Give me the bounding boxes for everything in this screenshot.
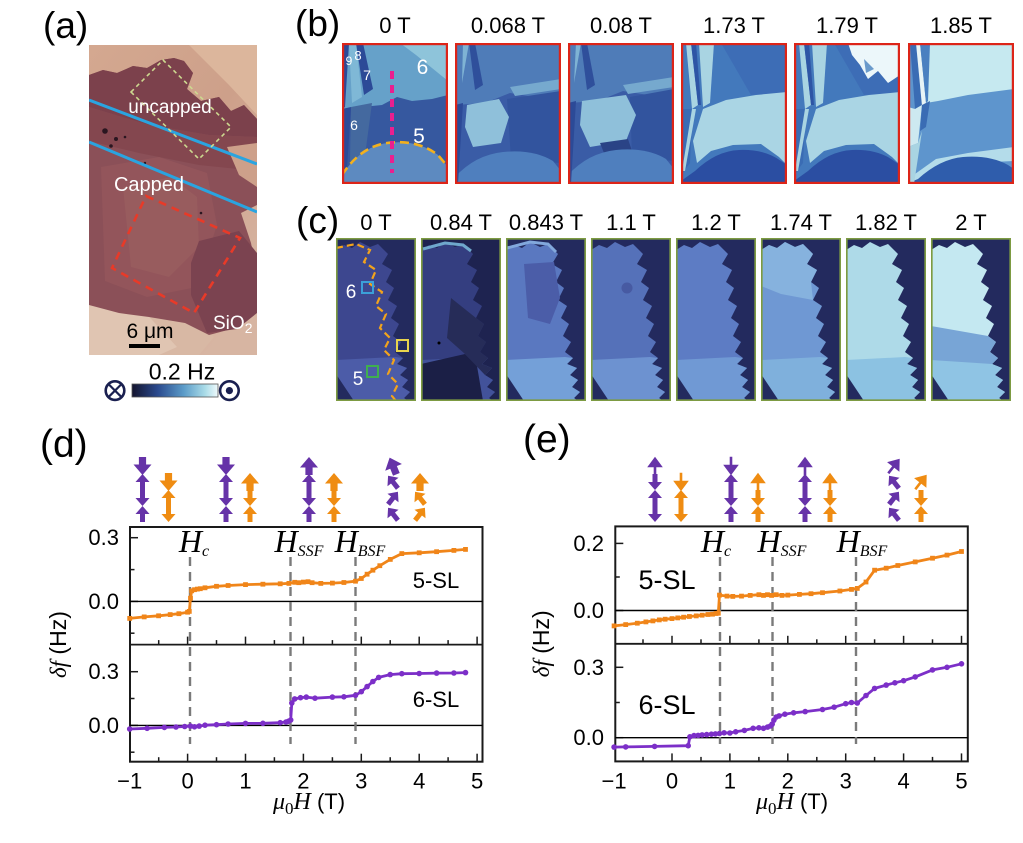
svg-text:HSSF: HSSF <box>757 523 807 560</box>
svg-text:6: 6 <box>350 117 358 133</box>
svg-text:μ0H (T): μ0H (T) <box>755 789 828 818</box>
svg-text:0.0: 0.0 <box>573 725 604 750</box>
svg-text:−1: −1 <box>602 769 627 794</box>
svg-text:3: 3 <box>840 769 852 794</box>
svg-text:8: 8 <box>354 48 361 63</box>
svg-text:5: 5 <box>955 769 967 794</box>
svg-text:uncapped: uncapped <box>128 97 211 118</box>
svg-text:Capped: Capped <box>114 174 184 196</box>
svg-text:0.0: 0.0 <box>573 598 604 623</box>
svg-text:2: 2 <box>782 769 794 794</box>
svg-text:3: 3 <box>355 769 367 794</box>
svg-text:μ0H (T): μ0H (T) <box>272 789 345 818</box>
svg-text:0.0: 0.0 <box>88 589 119 614</box>
svg-text:5: 5 <box>353 369 364 390</box>
svg-text:0.2: 0.2 <box>573 531 604 556</box>
svg-text:−1: −1 <box>117 769 142 794</box>
svg-text:SiO2: SiO2 <box>213 313 253 336</box>
svg-text:5-SL: 5-SL <box>638 565 695 595</box>
svg-text:5: 5 <box>413 125 425 148</box>
svg-text:6: 6 <box>417 56 429 79</box>
svg-text:4: 4 <box>897 769 909 794</box>
svg-text:HBSF: HBSF <box>836 523 888 560</box>
svg-text:δf (Hz): δf (Hz) <box>45 611 71 678</box>
svg-text:6-SL: 6-SL <box>638 690 695 720</box>
svg-text:9: 9 <box>346 54 353 68</box>
svg-text:2: 2 <box>297 769 309 794</box>
svg-text:Hc: Hc <box>178 523 209 560</box>
svg-text:0.3: 0.3 <box>88 525 119 550</box>
svg-text:0.0: 0.0 <box>88 713 119 738</box>
svg-text:6-SL: 6-SL <box>413 687 459 712</box>
svg-text:1: 1 <box>239 769 251 794</box>
svg-text:0: 0 <box>181 769 193 794</box>
svg-text:Hc: Hc <box>700 523 731 560</box>
svg-text:HSSF: HSSF <box>274 523 324 560</box>
svg-text:(d): (d) <box>40 423 88 466</box>
svg-text:δf (Hz): δf (Hz) <box>528 610 554 677</box>
svg-text:7: 7 <box>363 67 371 83</box>
svg-text:0.3: 0.3 <box>88 659 119 684</box>
svg-text:5-SL: 5-SL <box>413 568 459 593</box>
svg-text:5: 5 <box>471 769 483 794</box>
svg-text:(e): (e) <box>523 418 571 461</box>
svg-text:4: 4 <box>413 769 425 794</box>
svg-text:0.3: 0.3 <box>573 655 604 680</box>
svg-text:6 μm: 6 μm <box>126 320 173 343</box>
svg-text:0.2 Hz: 0.2 Hz <box>149 359 215 385</box>
svg-text:0: 0 <box>666 769 678 794</box>
svg-text:1: 1 <box>724 769 736 794</box>
svg-text:6: 6 <box>346 282 357 303</box>
svg-text:HBSF: HBSF <box>334 523 386 560</box>
